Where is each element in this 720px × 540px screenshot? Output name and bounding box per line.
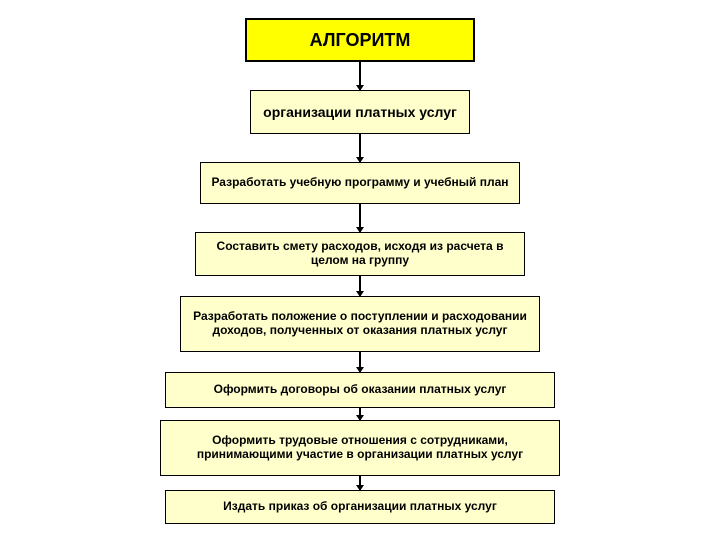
flowchart-arrow-title-step1 xyxy=(359,62,361,90)
flowchart-arrow-step5-step6 xyxy=(359,408,361,420)
flowchart-node-step1: организации платных услуг xyxy=(250,90,470,134)
flowchart-node-step3: Составить смету расходов, исходя из расч… xyxy=(195,232,525,276)
flowchart-arrow-step3-step4 xyxy=(359,276,361,296)
flowchart-arrow-step2-step3 xyxy=(359,204,361,232)
flowchart-node-step2: Разработать учебную программу и учебный … xyxy=(200,162,520,204)
flowchart-node-step6: Оформить трудовые отношения с сотрудника… xyxy=(160,420,560,476)
flowchart-arrow-step1-step2 xyxy=(359,134,361,162)
flowchart-node-title: АЛГОРИТМ xyxy=(245,18,475,62)
flowchart-canvas: АЛГОРИТМ организации платных услуг Разрабо… xyxy=(0,0,720,540)
flowchart-arrow-step4-step5 xyxy=(359,352,361,372)
flowchart-arrow-step6-step7 xyxy=(359,476,361,490)
flowchart-node-step7: Издать приказ об организации платных усл… xyxy=(165,490,555,524)
flowchart-node-step4: Разработать положение о поступлении и ра… xyxy=(180,296,540,352)
flowchart-node-step5: Оформить договоры об оказании платных ус… xyxy=(165,372,555,408)
